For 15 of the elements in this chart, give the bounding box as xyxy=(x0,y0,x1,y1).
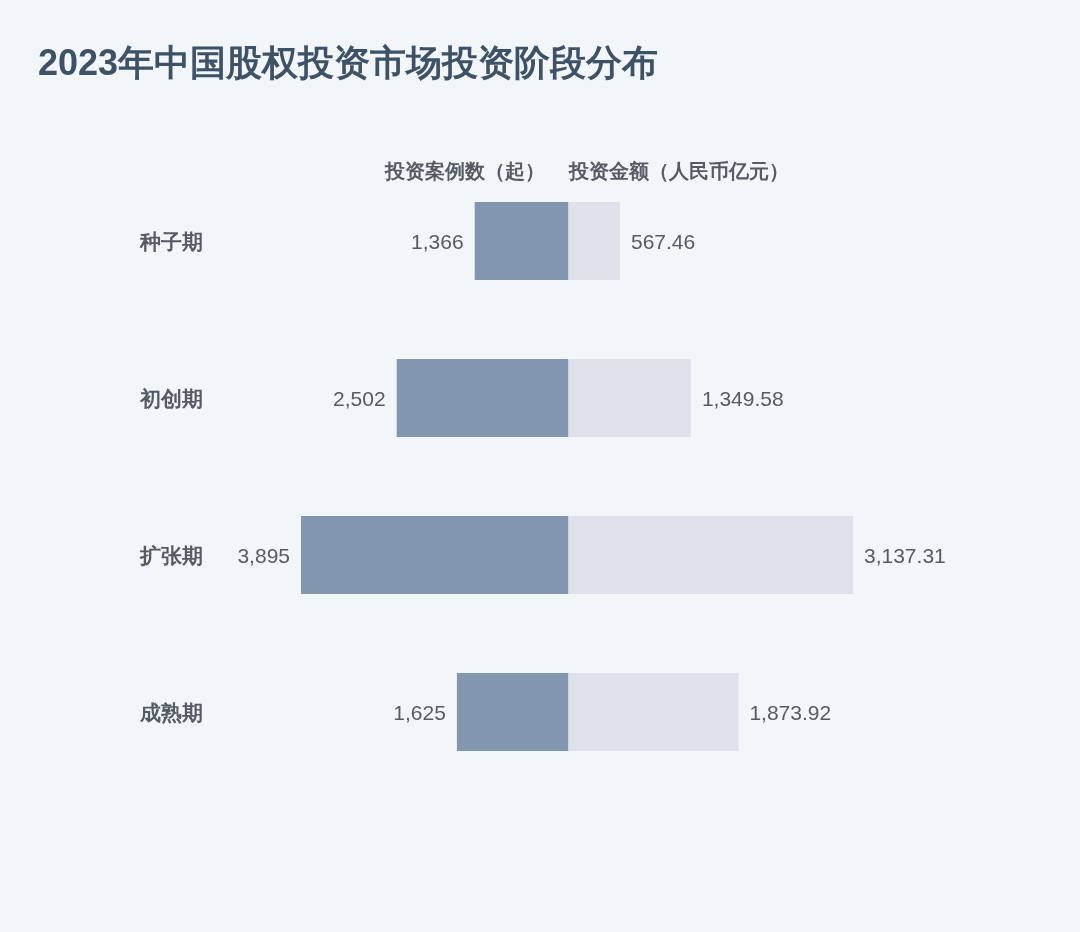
data-label: 3,137.31 xyxy=(864,544,946,567)
chart-title: 2023年中国股权投资市场投资阶段分布 xyxy=(38,42,659,83)
data-label: 3,895 xyxy=(237,544,290,567)
y-tick-label: 种子期 xyxy=(139,230,203,253)
chart-subtitle: 投资案例数（起） xyxy=(383,160,545,182)
chart-subtitle: 投资金额（人民币亿元） xyxy=(567,160,789,182)
data-label: 567.46 xyxy=(630,230,696,253)
y-tick-label: 初创期 xyxy=(139,387,203,410)
y-tick-label: 成熟期 xyxy=(139,701,203,724)
data-label: 1,873.92 xyxy=(749,701,832,724)
data-label: 1,625 xyxy=(393,701,446,724)
data-label: 2,502 xyxy=(333,387,386,410)
data-label: 1,366 xyxy=(411,230,464,253)
data-label: 1,349.58 xyxy=(701,387,784,410)
y-tick-label: 扩张期 xyxy=(139,544,203,567)
